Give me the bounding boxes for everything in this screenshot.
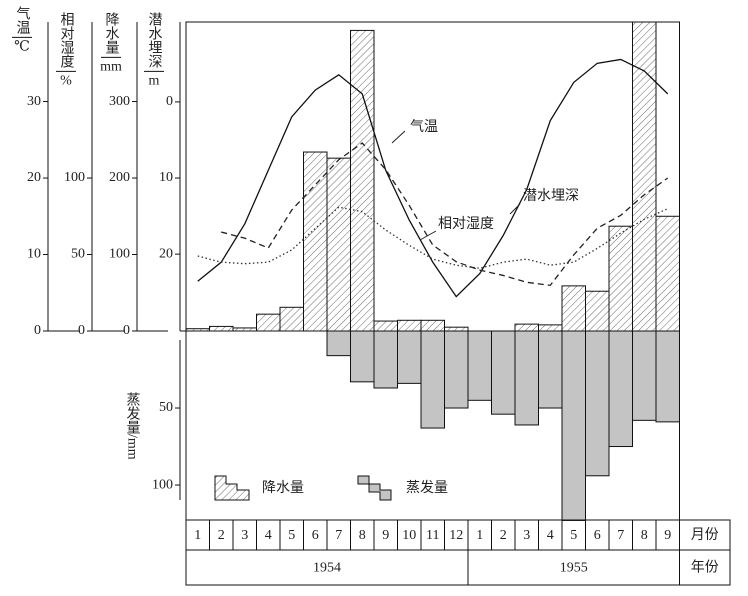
tick-label: 100: [64, 170, 85, 185]
bar: [420, 319, 445, 332]
bar: [279, 306, 304, 332]
bar: [350, 29, 375, 332]
month-label: 6: [594, 528, 601, 543]
month-label: 5: [288, 528, 295, 543]
month-label: 2: [500, 528, 507, 543]
legend-icon: [357, 475, 392, 501]
bar: [585, 290, 610, 332]
bar: [514, 330, 539, 426]
year-label: 1954: [313, 561, 341, 576]
leader-line: [391, 130, 406, 144]
bar: [514, 323, 539, 332]
bar: [444, 330, 469, 409]
axis-label: 潜水埋深: [147, 12, 163, 68]
tick-label: 20: [159, 246, 173, 261]
bar: [632, 21, 657, 332]
tick-label: 0: [123, 323, 130, 338]
month-label: 10: [402, 528, 416, 543]
month-label: 3: [523, 528, 530, 543]
legend-icon: [214, 475, 250, 501]
month-label: 7: [617, 528, 624, 543]
line-series: [221, 142, 669, 287]
year-label: 1955: [560, 561, 588, 576]
bar: [444, 326, 469, 332]
tick-label: 200: [109, 170, 130, 185]
bar: [467, 330, 492, 401]
bar: [256, 313, 281, 332]
bar: [538, 330, 563, 409]
annotation: 潜水埋深: [523, 188, 579, 204]
month-label: 12: [449, 528, 463, 543]
table-frame: [185, 519, 731, 586]
tick-label: 10: [159, 170, 173, 185]
bar: [608, 225, 633, 332]
bar: [655, 330, 680, 423]
bar: [585, 330, 610, 477]
month-label: 8: [641, 528, 648, 543]
annotation: 相对湿度: [438, 216, 494, 232]
bar: [491, 330, 516, 415]
bar: [561, 285, 586, 332]
line-series: [197, 58, 669, 298]
axis-label: 降水量: [104, 12, 120, 54]
month-label: 9: [382, 528, 389, 543]
annotation: 气温: [410, 119, 438, 135]
bar: [303, 151, 328, 332]
month-label: 11: [426, 528, 439, 543]
axis-unit: ℃: [14, 40, 30, 55]
month-label: 1: [194, 528, 201, 543]
tick-label: 50: [159, 400, 173, 415]
bar: [397, 330, 422, 384]
tick-label: 100: [152, 477, 173, 492]
axis-unit: %: [60, 74, 72, 89]
bar: [350, 330, 375, 383]
bar: [373, 330, 398, 389]
bar: [538, 324, 563, 332]
bar: [420, 330, 445, 429]
month-label: 4: [547, 528, 554, 543]
leader-line: [419, 230, 437, 241]
month-label: 2: [218, 528, 225, 543]
month-label: 1: [476, 528, 483, 543]
tick-label: 0: [78, 323, 85, 338]
tick-label: 0: [34, 323, 41, 338]
month-header: 月份: [691, 527, 719, 543]
line-series: [197, 206, 669, 269]
tick-label: 300: [109, 94, 130, 109]
tick-label: 20: [27, 170, 41, 185]
tick-label: 100: [109, 247, 130, 262]
bar: [326, 330, 351, 357]
tick-label: 30: [27, 94, 41, 109]
bar: [561, 330, 586, 521]
year-header: 年份: [691, 560, 719, 576]
axis-unit: m: [149, 74, 160, 89]
axis-label: 相对湿度: [59, 12, 75, 68]
leader-line: [509, 203, 521, 215]
bar: [326, 157, 351, 332]
tick-label: 50: [71, 247, 85, 262]
bar: [608, 330, 633, 448]
bar: [632, 330, 657, 421]
legend-label: 蒸发量: [406, 480, 448, 496]
month-label: 9: [664, 528, 671, 543]
axis-label: 气温: [15, 6, 31, 34]
axis-label: 蒸发量/mm: [125, 392, 141, 460]
tick-label: 0: [166, 94, 173, 109]
month-label: 3: [241, 528, 248, 543]
month-label: 7: [335, 528, 342, 543]
month-label: 6: [312, 528, 319, 543]
bar: [209, 325, 234, 332]
bar: [397, 319, 422, 332]
tick-label: 10: [27, 247, 41, 262]
bar: [655, 215, 680, 332]
legend-label: 降水量: [262, 480, 304, 496]
month-label: 4: [265, 528, 272, 543]
month-label: 5: [570, 528, 577, 543]
bar: [373, 320, 398, 332]
legend: 降水量 蒸发量: [214, 475, 448, 501]
axis-unit: mm: [100, 60, 122, 75]
month-label: 8: [359, 528, 366, 543]
